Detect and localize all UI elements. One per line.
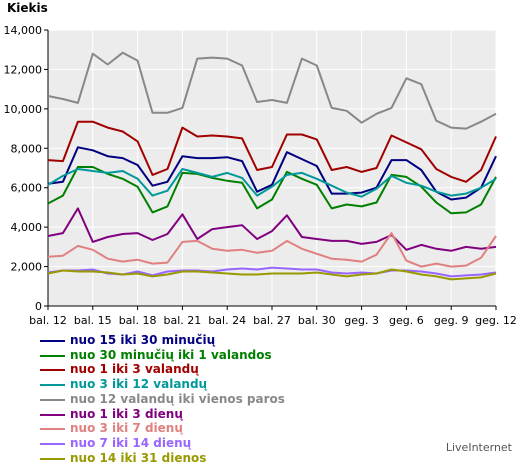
x-tick-label: bal. 24 xyxy=(208,314,246,327)
x-tick-label: geg. 6 xyxy=(389,314,424,327)
x-tick-label: geg. 9 xyxy=(434,314,469,327)
chart-title: Kiekis xyxy=(7,1,48,15)
x-tick-label: bal. 12 xyxy=(29,314,67,327)
legend-swatch xyxy=(40,354,65,357)
y-tick-label: 8,000 xyxy=(11,142,43,155)
legend-label: nuo 3 iki 12 valandų xyxy=(70,377,208,392)
legend-swatch xyxy=(40,442,65,445)
series-line-4 xyxy=(47,168,497,198)
series-line-5 xyxy=(47,51,497,130)
x-tick-label: geg. 3 xyxy=(344,314,379,327)
x-tick-label: bal. 18 xyxy=(119,314,157,327)
y-tick-label: 12,000 xyxy=(4,63,43,76)
series-line-7 xyxy=(47,232,497,268)
legend-swatch xyxy=(40,398,65,401)
x-tick-label: geg. 12 xyxy=(475,314,517,327)
legend-swatch xyxy=(40,369,65,372)
legend-label: nuo 7 iki 14 dienų xyxy=(70,435,192,450)
legend-label: nuo 14 iki 31 dienos xyxy=(70,450,207,465)
legend-label: nuo 1 iki 3 dienų xyxy=(70,406,183,421)
x-tick-label: bal. 21 xyxy=(164,314,202,327)
legend-swatch xyxy=(40,428,65,431)
liveinternet-credit: LiveInternet xyxy=(445,441,512,454)
y-tick-label: 0 xyxy=(35,300,42,313)
legend-label: nuo 30 minučių iki 1 valandos xyxy=(70,347,272,362)
legend-label: nuo 3 iki 7 dienų xyxy=(70,421,183,436)
legend-label: nuo 12 valandų iki vienos paros xyxy=(70,391,285,406)
y-tick-label: 4,000 xyxy=(11,221,43,234)
series-line-1 xyxy=(47,146,497,201)
series-line-6 xyxy=(47,207,497,252)
legend-swatch xyxy=(40,340,65,342)
y-tick-label: 6,000 xyxy=(11,182,43,195)
legend-label: nuo 1 iki 3 valandų xyxy=(70,362,199,377)
legend-label: nuo 15 iki 30 minučių xyxy=(70,333,216,347)
legend-swatch xyxy=(40,384,65,387)
line-chart: 0 2,000 4,000 6,000 8,000 10,000 12,000 14,000 b… xyxy=(4,24,517,327)
x-tick-label: bal. 15 xyxy=(74,314,112,327)
y-tick-label: 2,000 xyxy=(11,261,43,274)
x-tick-label: bal. 27 xyxy=(253,314,291,327)
series-line-9 xyxy=(47,268,497,281)
series-line-3 xyxy=(47,120,497,183)
y-tick-label: 10,000 xyxy=(4,103,43,116)
x-tick-label: bal. 30 xyxy=(298,314,336,327)
legend-swatch xyxy=(40,457,65,460)
y-tick-label: 14,000 xyxy=(4,24,43,37)
legend-swatch xyxy=(40,413,65,416)
